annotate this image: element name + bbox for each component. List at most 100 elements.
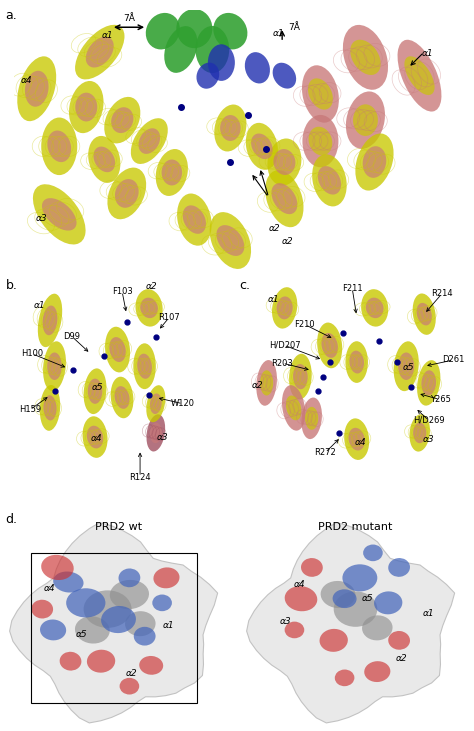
Ellipse shape — [256, 360, 277, 406]
Ellipse shape — [361, 289, 388, 327]
Ellipse shape — [334, 591, 377, 626]
Ellipse shape — [75, 93, 97, 121]
Ellipse shape — [421, 371, 436, 395]
Text: α3: α3 — [280, 617, 292, 626]
Text: R124: R124 — [129, 472, 151, 482]
Text: H100: H100 — [21, 349, 43, 358]
PathPatch shape — [246, 523, 455, 723]
Ellipse shape — [363, 146, 386, 178]
Ellipse shape — [217, 225, 244, 256]
Text: α5: α5 — [402, 363, 414, 372]
Ellipse shape — [285, 586, 317, 611]
Ellipse shape — [115, 386, 129, 409]
Ellipse shape — [273, 149, 295, 175]
Ellipse shape — [152, 594, 172, 611]
Text: F211: F211 — [342, 284, 363, 292]
Ellipse shape — [210, 212, 251, 269]
Ellipse shape — [87, 650, 115, 673]
Text: α2: α2 — [126, 669, 137, 678]
Ellipse shape — [162, 159, 182, 186]
Ellipse shape — [146, 385, 165, 423]
Ellipse shape — [108, 167, 146, 219]
Text: 7Å: 7Å — [123, 15, 135, 23]
Ellipse shape — [346, 91, 385, 149]
Ellipse shape — [150, 393, 162, 414]
Ellipse shape — [146, 13, 180, 50]
Ellipse shape — [388, 558, 410, 577]
Ellipse shape — [398, 39, 441, 112]
Ellipse shape — [83, 591, 132, 628]
Ellipse shape — [301, 558, 323, 577]
Ellipse shape — [115, 179, 139, 208]
Text: H159: H159 — [18, 406, 41, 414]
Ellipse shape — [350, 39, 381, 75]
Ellipse shape — [349, 351, 364, 374]
Ellipse shape — [87, 425, 103, 448]
Text: b.: b. — [6, 279, 18, 292]
Ellipse shape — [286, 395, 301, 420]
Ellipse shape — [134, 626, 155, 645]
Ellipse shape — [164, 26, 198, 73]
Ellipse shape — [88, 136, 120, 183]
Ellipse shape — [394, 341, 419, 391]
Text: α2: α2 — [282, 237, 294, 246]
Text: R214: R214 — [431, 289, 453, 298]
Ellipse shape — [118, 569, 140, 587]
Text: R107: R107 — [158, 313, 180, 322]
Ellipse shape — [60, 652, 82, 670]
Ellipse shape — [364, 661, 391, 682]
Text: α1: α1 — [102, 31, 114, 39]
Ellipse shape — [75, 25, 125, 80]
Ellipse shape — [366, 298, 383, 318]
Ellipse shape — [251, 134, 273, 159]
Ellipse shape — [348, 428, 365, 450]
Ellipse shape — [272, 183, 297, 214]
Text: α2: α2 — [146, 282, 157, 291]
Ellipse shape — [69, 81, 103, 133]
Ellipse shape — [265, 170, 303, 227]
Ellipse shape — [105, 327, 130, 372]
Text: α4: α4 — [354, 439, 366, 447]
Text: W120: W120 — [171, 399, 195, 408]
PathPatch shape — [9, 523, 218, 723]
Ellipse shape — [43, 341, 66, 391]
Ellipse shape — [17, 56, 56, 121]
Ellipse shape — [293, 364, 308, 389]
Ellipse shape — [335, 670, 355, 686]
Text: PRD2 wt: PRD2 wt — [95, 522, 142, 531]
Text: α2: α2 — [251, 381, 263, 390]
Ellipse shape — [301, 398, 322, 439]
Ellipse shape — [110, 376, 134, 418]
Text: α2: α2 — [269, 224, 280, 233]
Ellipse shape — [125, 611, 155, 636]
Text: F103: F103 — [112, 287, 132, 296]
Ellipse shape — [220, 115, 241, 141]
Ellipse shape — [413, 423, 426, 443]
Ellipse shape — [136, 289, 163, 327]
Text: H/D207: H/D207 — [269, 341, 301, 350]
Bar — [31, 553, 197, 703]
Text: α3: α3 — [36, 213, 47, 223]
Ellipse shape — [196, 63, 219, 88]
Text: R203: R203 — [272, 359, 293, 368]
Text: α2: α2 — [395, 654, 407, 662]
Text: D261: D261 — [442, 355, 465, 365]
Text: α1: α1 — [34, 301, 46, 310]
Ellipse shape — [305, 407, 318, 430]
Text: 7Å: 7Å — [288, 23, 300, 32]
Ellipse shape — [41, 118, 77, 175]
Ellipse shape — [86, 37, 114, 67]
Ellipse shape — [309, 126, 332, 156]
Ellipse shape — [133, 344, 156, 389]
Ellipse shape — [38, 294, 62, 347]
Ellipse shape — [272, 287, 297, 329]
Text: α1: α1 — [273, 29, 285, 38]
Text: α3: α3 — [423, 435, 435, 444]
Ellipse shape — [388, 631, 410, 650]
Ellipse shape — [138, 128, 160, 154]
Ellipse shape — [410, 414, 430, 452]
Ellipse shape — [282, 385, 305, 431]
Ellipse shape — [41, 555, 74, 580]
Ellipse shape — [110, 580, 149, 609]
Ellipse shape — [417, 303, 432, 325]
